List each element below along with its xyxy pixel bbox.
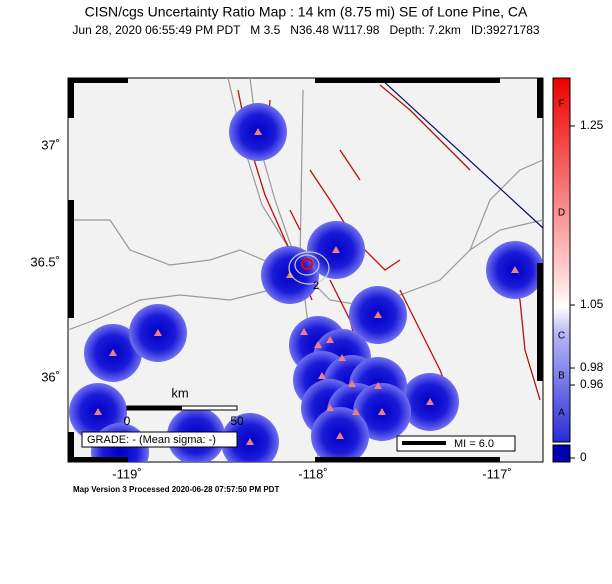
map-content: 2 <box>68 78 543 462</box>
station-area <box>221 413 279 462</box>
colorbar-tick-label: 1.05 <box>580 297 604 311</box>
lon-label: -118˚ <box>298 466 327 481</box>
station <box>314 341 322 348</box>
station <box>109 349 117 356</box>
station <box>426 398 434 405</box>
lon-label: -117˚ <box>482 466 511 481</box>
boundary-line <box>379 78 543 229</box>
station <box>318 372 326 379</box>
colorbar <box>552 77 571 443</box>
lon-label: -119˚ <box>112 466 141 481</box>
contour-label: 2 <box>313 280 319 292</box>
scale-end: 50 <box>230 414 244 428</box>
lat-label: 36˚ <box>41 369 60 384</box>
colorbar-tick-label: 0 <box>580 450 587 464</box>
colorbar-grade: C <box>558 331 565 342</box>
station <box>511 266 519 273</box>
legend-text: MI = 6.0 <box>454 438 494 450</box>
contours <box>288 251 330 285</box>
station <box>326 404 334 411</box>
footer: Map Version 3 Processed 2020-06-28 07:57… <box>73 485 279 494</box>
colorbar-zero <box>552 444 571 463</box>
grade-text: GRADE: - (Mean sigma: -) <box>87 434 216 446</box>
scale-bar: km 0 50 <box>124 385 244 428</box>
colorbar-tick-label: 1.25 <box>580 118 604 132</box>
station <box>338 354 346 361</box>
legend-box <box>396 435 516 452</box>
colorbar-grade: B <box>558 371 565 382</box>
station <box>348 380 356 387</box>
scale-start: 0 <box>124 414 131 428</box>
station <box>94 408 102 415</box>
subtitle: Jun 28, 2020 06:55:49 PM PDT M 3.5 N36.4… <box>72 23 539 37</box>
station <box>300 328 308 335</box>
colorbar-tick-label: 0.96 <box>580 377 604 391</box>
station <box>378 408 386 415</box>
colorbar-grade: F <box>558 99 564 110</box>
colorbar-tick-label: 0.98 <box>580 360 604 374</box>
lat-label: 37˚ <box>41 137 60 152</box>
epicenter <box>301 258 313 270</box>
scale-unit: km <box>171 385 188 400</box>
grade-box <box>81 431 238 448</box>
colorbar-grade: D <box>558 208 565 219</box>
station <box>326 336 334 343</box>
station <box>374 311 382 318</box>
station <box>154 329 162 336</box>
lat-label: 36.5˚ <box>30 254 60 269</box>
station <box>254 128 262 135</box>
colorbar-labels: 1.25 1.05 0.98 0.96 0 F D C B A <box>558 99 604 465</box>
station <box>246 438 254 445</box>
station <box>332 246 340 253</box>
station <box>352 408 360 415</box>
title: CISN/cgs Uncertainty Ratio Map : 14 km (… <box>85 4 528 20</box>
axis-labels: 37˚ 36.5˚ 36˚ -119˚ -118˚ -117˚ <box>30 137 511 481</box>
frame-ticks <box>68 78 543 462</box>
colorbar-grade: A <box>558 408 565 419</box>
station <box>336 432 344 439</box>
station <box>374 382 382 389</box>
